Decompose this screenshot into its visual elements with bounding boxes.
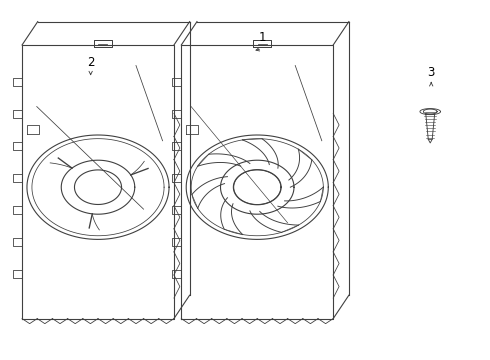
Text: 1: 1 [258, 31, 266, 44]
Text: 2: 2 [87, 57, 95, 69]
Text: 3: 3 [427, 66, 435, 78]
